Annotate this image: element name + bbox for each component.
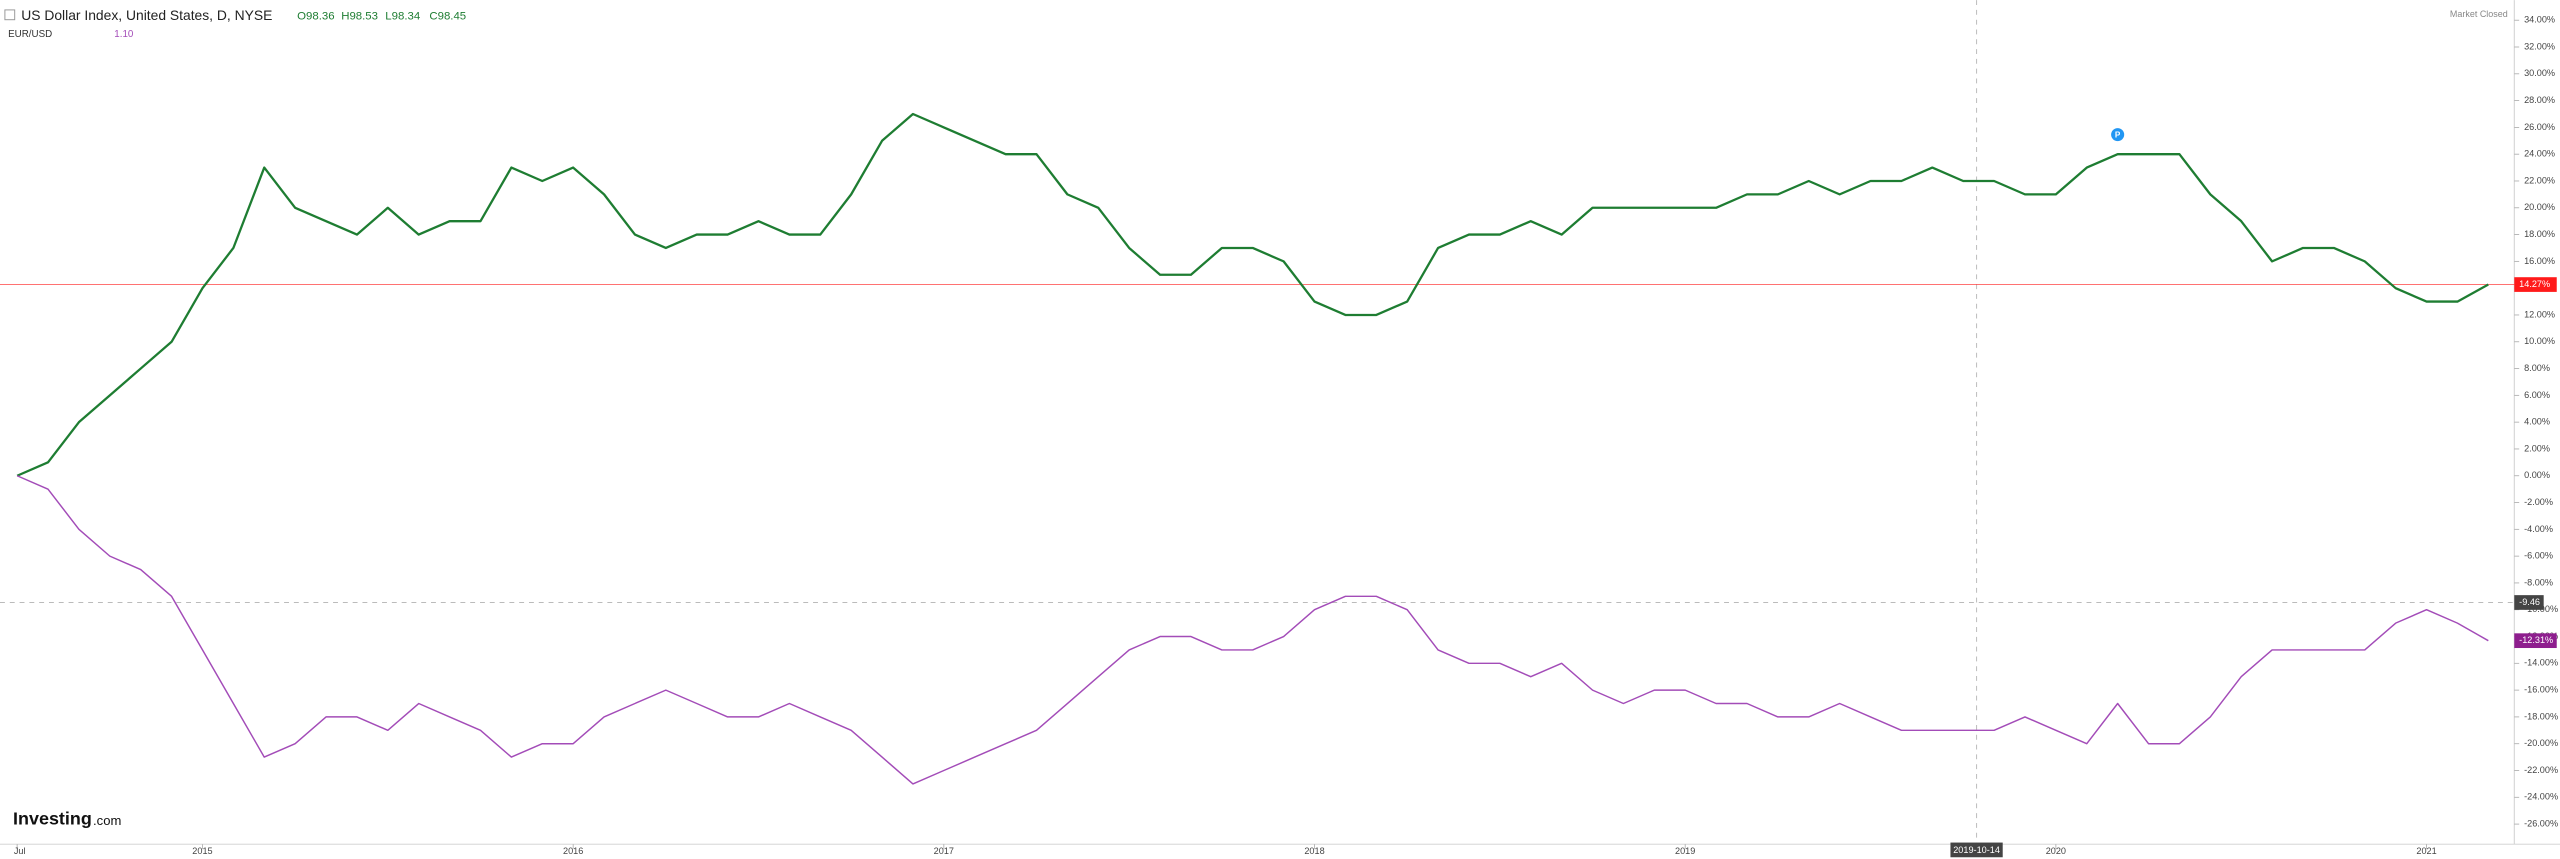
y-tick-label: -18.00%	[2524, 711, 2558, 721]
logo: Investing	[13, 808, 92, 828]
y-tick-label: -4.00%	[2524, 524, 2553, 534]
crosshair-x-tag	[1950, 842, 2003, 858]
y-tick-label: 22.00%	[2524, 175, 2555, 185]
ohlc-value: H98.53	[341, 10, 378, 22]
secondary-title: EUR/USD	[8, 29, 52, 40]
y-tick-label: 8.00%	[2524, 363, 2550, 373]
x-tick-label: 2020	[2046, 846, 2066, 856]
y-tick-label: 24.00%	[2524, 149, 2555, 159]
x-tick-label: 2019	[1675, 846, 1695, 856]
y-tick-label: -24.00%	[2524, 792, 2558, 802]
y-tick-label: -2.00%	[2524, 497, 2553, 507]
y-tick-label: 32.00%	[2524, 41, 2555, 51]
y-tick-label: 0.00%	[2524, 470, 2550, 480]
ohlc-value: L98.34	[385, 10, 421, 22]
market-status: Market Closed	[2450, 9, 2508, 19]
y-tick-label: 28.00%	[2524, 95, 2555, 105]
x-tick-label: 2017	[934, 846, 954, 856]
y-tick-label: -6.00%	[2524, 551, 2553, 561]
x-tick-label: 2016	[563, 846, 583, 856]
y-tick-label: -22.00%	[2524, 765, 2558, 775]
price-tag-label: 14.27%	[2519, 279, 2550, 289]
y-tick-label: -20.00%	[2524, 738, 2558, 748]
price-tag-label: -12.31%	[2519, 635, 2553, 645]
y-tick-label: 16.00%	[2524, 256, 2555, 266]
y-tick-label: 2.00%	[2524, 443, 2550, 453]
annotation-marker	[2111, 128, 2125, 142]
ohlc-value: O98.36	[297, 10, 334, 22]
y-tick-label: 4.00%	[2524, 417, 2550, 427]
annotation-label: P	[2115, 131, 2121, 140]
series-line	[16, 475, 2489, 785]
y-tick-label: -16.00%	[2524, 685, 2558, 695]
y-tick-label: 34.00%	[2524, 15, 2555, 25]
y-tick-label: 12.00%	[2524, 309, 2555, 319]
crosshair-y-tag	[2514, 595, 2544, 610]
y-tick-label: -8.00%	[2524, 577, 2553, 587]
series-line	[16, 112, 2489, 477]
crosshair-x-label: 2019-10-14	[1953, 845, 2000, 855]
logo-suffix: .com	[93, 813, 121, 828]
price-tag	[2514, 633, 2557, 649]
x-tick-label: 2018	[1304, 846, 1324, 856]
y-tick-label: 18.00%	[2524, 229, 2555, 239]
ohlc-value: C98.45	[429, 10, 466, 22]
y-tick-label: 26.00%	[2524, 122, 2555, 132]
y-tick-label: -26.00%	[2524, 819, 2558, 829]
x-tick-label: 2021	[2416, 846, 2436, 856]
y-tick-label: 10.00%	[2524, 336, 2555, 346]
x-tick-label: Jul	[14, 846, 26, 856]
collapse-icon[interactable]	[4, 9, 16, 21]
series-title: US Dollar Index, United States, D, NYSE	[21, 7, 272, 23]
y-tick-label: 20.00%	[2524, 202, 2555, 212]
y-tick-label: 6.00%	[2524, 390, 2550, 400]
price-tag	[2514, 277, 2557, 292]
y-tick-label: -14.00%	[2524, 658, 2558, 668]
x-tick-label: 2015	[192, 846, 212, 856]
y-tick-label: 30.00%	[2524, 68, 2555, 78]
crosshair-y-label: -9.46	[2519, 597, 2540, 607]
secondary-last: 1.10	[114, 29, 134, 40]
